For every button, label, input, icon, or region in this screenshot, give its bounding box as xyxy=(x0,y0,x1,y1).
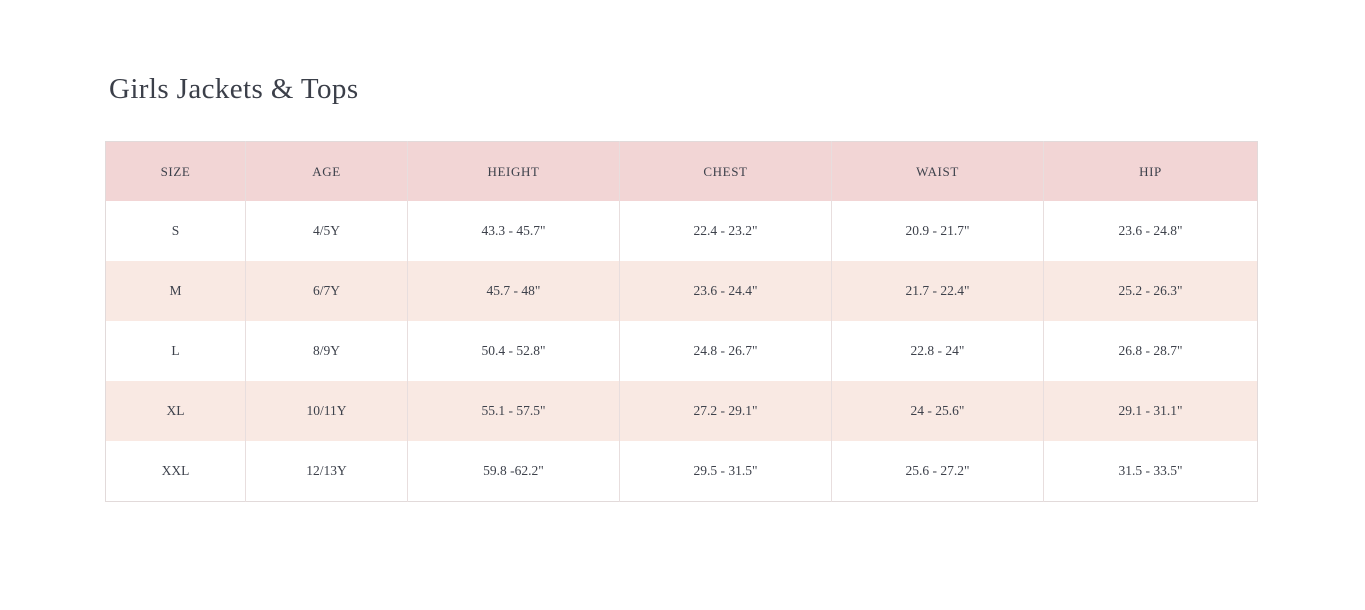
cell-size: XL xyxy=(105,381,246,442)
cell-hip: 26.8 - 28.7" xyxy=(1118,343,1183,359)
cell-waist: 22.8 - 24" xyxy=(831,321,1044,382)
cell-chest: 22.4 - 23.2" xyxy=(619,201,832,262)
table-header: SIZE AGE HEIGHT CHEST WAIST HIP xyxy=(105,141,1258,202)
cell-waist: 21.7 - 22.4" xyxy=(831,261,1044,322)
size-guide-page: Girls Jackets & Tops SIZE AGE HEIGHT CHE… xyxy=(105,0,1258,502)
cell-age: 6/7Y xyxy=(245,261,408,322)
cell-waist: 24 - 25.6" xyxy=(831,381,1044,442)
column-header-hip: HIP xyxy=(1139,163,1162,179)
cell-height: 50.4 - 52.8" xyxy=(407,321,620,382)
cell-chest: 27.2 - 29.1" xyxy=(619,381,832,442)
column-header-age: AGE xyxy=(245,141,408,202)
cell-height: 59.8 -62.2" xyxy=(407,441,620,502)
size-chart-table: SIZE AGE HEIGHT CHEST WAIST HIP S 4/5Y 4… xyxy=(105,140,1258,502)
table-row: M 6/7Y 45.7 - 48" 23.6 - 24.4" 21.7 - 22… xyxy=(105,261,1258,322)
cell-size: S xyxy=(105,201,246,262)
cell-height: 43.3 - 45.7" xyxy=(407,201,620,262)
table-row: XL 10/11Y 55.1 - 57.5" 27.2 - 29.1" 24 -… xyxy=(105,381,1258,442)
table-row: S 4/5Y 43.3 - 45.7" 22.4 - 23.2" 20.9 - … xyxy=(105,201,1258,262)
column-header-chest: CHEST xyxy=(619,141,832,202)
cell-chest: 29.5 - 31.5" xyxy=(619,441,832,502)
cell-waist: 25.6 - 27.2" xyxy=(831,441,1044,502)
page-title: Girls Jackets & Tops xyxy=(109,73,359,105)
table-body: S 4/5Y 43.3 - 45.7" 22.4 - 23.2" 20.9 - … xyxy=(105,201,1258,502)
cell-size: L xyxy=(105,321,246,382)
table-row: L 8/9Y 50.4 - 52.8" 24.8 - 26.7" 22.8 - … xyxy=(105,321,1258,382)
cell-hip: 29.1 - 31.1" xyxy=(1118,403,1183,419)
header-row: SIZE AGE HEIGHT CHEST WAIST HIP xyxy=(105,141,1258,202)
cell-waist: 20.9 - 21.7" xyxy=(831,201,1044,262)
cell-hip: 23.6 - 24.8" xyxy=(1118,223,1183,239)
cell-age: 4/5Y xyxy=(245,201,408,262)
cell-hip: 31.5 - 33.5" xyxy=(1118,463,1183,479)
cell-age: 10/11Y xyxy=(245,381,408,442)
cell-age: 8/9Y xyxy=(245,321,408,382)
table-row: XXL 12/13Y 59.8 -62.2" 29.5 - 31.5" 25.6… xyxy=(105,441,1258,502)
column-header-waist: WAIST xyxy=(831,141,1044,202)
cell-size: XXL xyxy=(105,441,246,502)
column-header-size: SIZE xyxy=(105,141,246,202)
cell-chest: 23.6 - 24.4" xyxy=(619,261,832,322)
cell-chest: 24.8 - 26.7" xyxy=(619,321,832,382)
cell-hip: 25.2 - 26.3" xyxy=(1118,283,1183,299)
cell-age: 12/13Y xyxy=(245,441,408,502)
cell-size: M xyxy=(105,261,246,322)
column-header-height: HEIGHT xyxy=(407,141,620,202)
cell-height: 55.1 - 57.5" xyxy=(407,381,620,442)
cell-height: 45.7 - 48" xyxy=(407,261,620,322)
